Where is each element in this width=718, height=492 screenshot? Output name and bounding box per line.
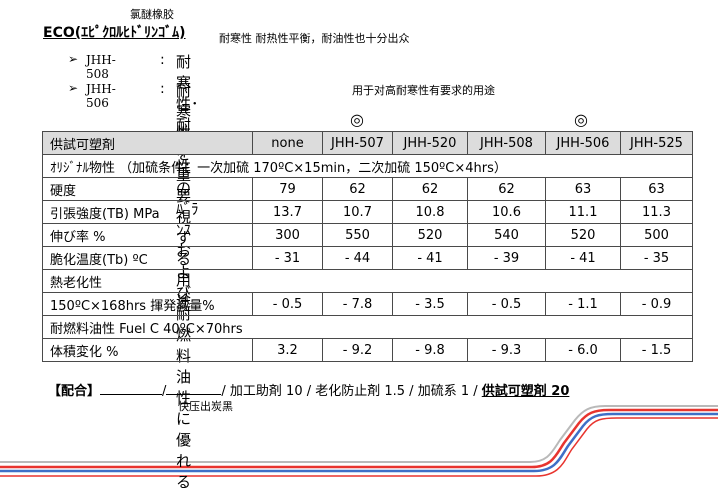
heading-note: 氯醚橡胶 (130, 8, 174, 21)
table-cell: - 1.1 (545, 292, 621, 316)
table-cell: - 0.5 (467, 292, 546, 316)
section-row: ｵﾘｼﾞﾅﾙ物性 （加硫条件：一次加硫 170ºC×15min，二次加硫 150… (42, 154, 693, 178)
row-label: 伸び率 % (42, 223, 253, 247)
formulation-separator: / (162, 384, 167, 399)
table-cell: 500 (620, 223, 693, 247)
table-cell: 62 (322, 177, 393, 201)
table-cell: - 1.5 (620, 338, 693, 362)
properties-table: 供試可塑剤 none JHH-507 JHH-520 JHH-508 JHH-5… (42, 131, 693, 362)
heading-annotation: 耐寒性 耐热性平衡，耐油性也十分出众 (219, 32, 410, 45)
table-cell: - 41 (545, 246, 621, 270)
table-cell: - 9.8 (392, 338, 468, 362)
table-header-row: 供試可塑剤 none JHH-507 JHH-520 JHH-508 JHH-5… (42, 131, 693, 155)
table-cell: - 31 (252, 246, 323, 270)
table-cell: 10.8 (392, 200, 468, 224)
table-cell: 520 (392, 223, 468, 247)
section-fuel-resistance: 耐燃料油性 Fuel C 40ºC×70hrs (42, 315, 693, 339)
arrow-bullet-icon: ➢ (68, 81, 79, 95)
bullet-annotation: 用于对高耐寒性有要求的用途 (352, 84, 495, 97)
table-cell: - 6.0 (545, 338, 621, 362)
table-cell: - 9.3 (467, 338, 546, 362)
table-cell: 10.7 (322, 200, 393, 224)
section-original-properties: ｵﾘｼﾞﾅﾙ物性 （加硫条件：一次加硫 170ºC×15min，二次加硫 150… (42, 154, 693, 178)
bullet-colon: : (160, 52, 165, 68)
recommended-mark-jhh-506: ◎ (574, 110, 588, 129)
table-cell: 3.2 (252, 338, 323, 362)
formulation-line: 【配合】 / / 加工助剤 10 / 老化防止剤 1.5 / 加硫系 1 / 供試可… (48, 380, 569, 399)
section-row: 熱老化性 (42, 269, 693, 293)
header-cell: JHH-520 (392, 131, 468, 155)
table-cell: - 44 (322, 246, 393, 270)
table-cell: 11.1 (545, 200, 621, 224)
table-cell: - 0.9 (620, 292, 693, 316)
table-cell: 550 (322, 223, 393, 247)
table-cell: 63 (620, 177, 693, 201)
table-cell: 300 (252, 223, 323, 247)
table-cell: 79 (252, 177, 323, 201)
table-cell: 62 (392, 177, 468, 201)
formulation-lead: 【配合】 (48, 384, 101, 399)
table-cell: 11.3 (620, 200, 693, 224)
bullet-grade: JHH-506 (86, 82, 116, 110)
blank-slot (166, 381, 222, 395)
arrow-bullet-icon: ➢ (68, 52, 79, 66)
row-label: 硬度 (42, 177, 253, 201)
table-cell: - 41 (392, 246, 468, 270)
header-cell: 供試可塑剤 (42, 131, 253, 155)
bullet-colon: : (160, 81, 165, 97)
header-cell: JHH-525 (620, 131, 693, 155)
table-row: 引張強度(TB) MPa 13.7 10.7 10.8 10.6 11.1 11… (42, 200, 693, 224)
table-cell: - 9.2 (322, 338, 393, 362)
formulation-annotation: 快压出炭黑 (178, 400, 233, 413)
row-label: 150ºC×168hrs 揮発減量% (42, 292, 253, 316)
section-row: 耐燃料油性 Fuel C 40ºC×70hrs (42, 315, 693, 339)
recommended-mark-jhh-507: ◎ (350, 110, 364, 129)
bullet-grade: JHH-508 (86, 53, 116, 81)
header-cell: JHH-508 (467, 131, 546, 155)
table-cell: 10.6 (467, 200, 546, 224)
row-label: 体積変化 % (42, 338, 253, 362)
table-row: 150ºC×168hrs 揮発減量% - 0.5 - 7.8 - 3.5 - 0… (42, 292, 693, 316)
row-label: 脆化温度(Tb) ºC (42, 246, 253, 270)
table-cell: - 0.5 (252, 292, 323, 316)
header-cell: JHH-507 (322, 131, 393, 155)
table-cell: 62 (467, 177, 546, 201)
table-cell: 540 (467, 223, 546, 247)
formulation-text: / 加工助剤 10 / 老化防止剤 1.5 / 加硫系 1 / (221, 384, 482, 399)
blank-slot (100, 381, 163, 395)
table-row: 脆化温度(Tb) ºC - 31 - 44 - 41 - 39 - 41 - 3… (42, 246, 693, 270)
table-cell: - 7.8 (322, 292, 393, 316)
row-label: 引張強度(TB) MPa (42, 200, 253, 224)
table-row: 伸び率 % 300 550 520 540 520 500 (42, 223, 693, 247)
table-cell: - 39 (467, 246, 546, 270)
table-cell: 63 (545, 177, 621, 201)
table-cell: 520 (545, 223, 621, 247)
table-cell: - 35 (620, 246, 693, 270)
table-cell: 13.7 (252, 200, 323, 224)
table-row: 体積変化 % 3.2 - 9.2 - 9.8 - 9.3 - 6.0 - 1.5 (42, 338, 693, 362)
heading-title: ECO(ｴﾋﾟｸﾛﾙﾋﾄﾞﾘﾝｺﾞﾑ) (43, 25, 186, 41)
table-row: 硬度 79 62 62 62 63 63 (42, 177, 693, 201)
table-cell: - 3.5 (392, 292, 468, 316)
section-heat-aging: 熱老化性 (42, 269, 693, 293)
formulation-emphasis: 供試可塑剤 20 (481, 384, 570, 399)
header-cell: JHH-506 (545, 131, 621, 155)
header-cell: none (252, 131, 323, 155)
